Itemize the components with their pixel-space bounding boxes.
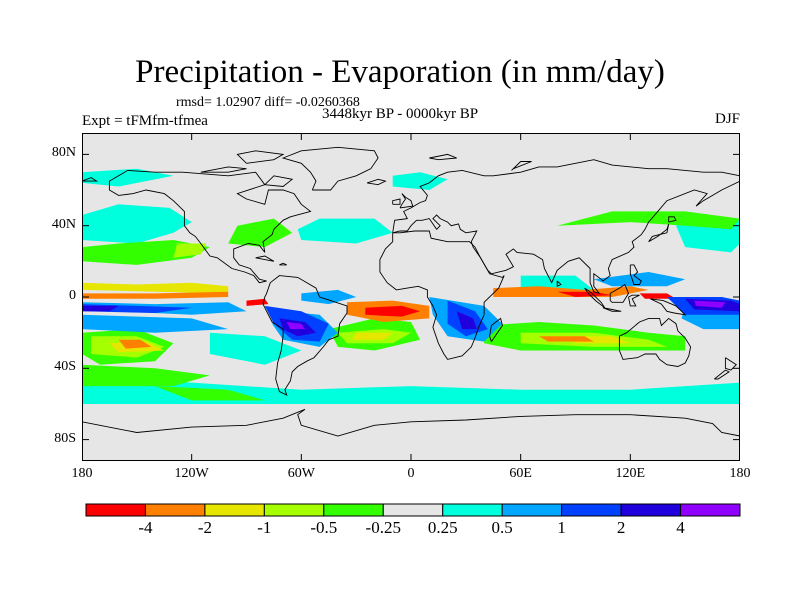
coastline-22	[556, 280, 562, 288]
x-tick-label: 60W	[287, 466, 315, 481]
colorbar-box-0	[85, 503, 146, 517]
colorbar-label: -1	[257, 518, 272, 537]
field-region-19	[173, 243, 207, 258]
stats-line: rmsd= 1.02907 diff= -0.0260368	[176, 95, 360, 110]
coastline-4	[618, 317, 692, 367]
field-region-27	[118, 339, 152, 349]
coastline-13	[714, 369, 730, 380]
coastline-27	[264, 175, 294, 187]
y-tick-label: 0	[69, 288, 76, 303]
field-region-28	[538, 336, 594, 342]
coastline-5	[281, 146, 379, 191]
coastline-6	[82, 408, 740, 437]
colorbar-box-6	[442, 503, 503, 517]
field-region-45	[456, 311, 477, 330]
colorbar-label: -2	[197, 518, 212, 537]
field-region-13	[82, 364, 210, 387]
x-tick-label: 60E	[509, 466, 532, 481]
coastline-19	[629, 264, 642, 285]
colorbar-box-10	[680, 503, 741, 517]
period-label: 3448kyr BP - 0000kyr BP	[322, 106, 479, 122]
coastline-1	[262, 275, 348, 396]
colorbar	[85, 503, 741, 517]
coastline-18	[650, 298, 687, 316]
coastline-20	[255, 255, 275, 262]
colorbar-box-1	[144, 503, 206, 517]
colorbar-label: 1	[557, 518, 566, 537]
field-region-7	[392, 172, 448, 190]
colorbar-box-2	[204, 503, 265, 517]
axis-ticks	[82, 133, 740, 461]
colorbar-box-9	[620, 503, 682, 517]
colorbar-box-7	[501, 503, 563, 517]
coastline-25	[200, 166, 247, 173]
field-region-0	[82, 204, 192, 244]
coastline-24	[82, 177, 99, 182]
coastline-11	[668, 216, 677, 223]
coastline-23	[366, 178, 387, 186]
y-tick-label: 80N	[51, 145, 76, 161]
coastline-29	[511, 161, 532, 171]
field-region-31	[639, 293, 676, 299]
coastline-26	[236, 150, 285, 164]
field-region-48	[694, 300, 726, 308]
field-region-4	[209, 332, 302, 365]
field-region-6	[82, 168, 174, 187]
experiment-label: Expt = tFMfm-tfmea	[82, 113, 208, 129]
colorbar-box-8	[561, 503, 622, 517]
field-region-49	[286, 322, 305, 330]
y-tick-label: 40N	[51, 216, 76, 232]
map-title: Precipitation - Evaporation (in mm/day)	[135, 54, 665, 90]
field-region-24	[82, 291, 229, 299]
colorbar-box-5	[382, 503, 444, 517]
coastline-10	[648, 223, 670, 243]
field-region-15	[155, 386, 265, 401]
field-region-1	[297, 218, 393, 244]
coastline-15	[602, 307, 622, 312]
coastline-7	[489, 317, 503, 342]
field-region-12	[228, 218, 293, 248]
field-region-39	[301, 289, 357, 305]
coastline-21	[279, 262, 287, 266]
world-map	[82, 133, 740, 461]
coastline-17	[628, 294, 640, 307]
map-frame	[82, 133, 740, 461]
colorbar-label: 0.25	[427, 518, 458, 537]
colorbar-label: 0.5	[491, 518, 513, 537]
y-tick-label: 40S	[54, 359, 76, 375]
coastline-3	[392, 159, 740, 295]
x-tick-label: 180	[729, 466, 751, 481]
x-tick-label: 120W	[174, 466, 209, 481]
season-label: DJF	[714, 111, 740, 127]
field-region-46	[82, 305, 119, 312]
colorbar-box-4	[323, 503, 384, 517]
x-tick-label: 0	[407, 466, 415, 481]
x-tick-label: 180	[71, 466, 93, 481]
coastline-9	[392, 198, 401, 205]
field-region-36	[82, 314, 229, 333]
coastline-8	[399, 193, 414, 209]
colorbar-label: 4	[676, 518, 685, 537]
colorbar-boxes	[85, 503, 741, 517]
field-region-23	[82, 282, 229, 294]
coastline-0	[108, 169, 312, 284]
field-region-29	[365, 305, 421, 317]
colorbar-label: -4	[138, 518, 153, 537]
coastlines	[82, 146, 740, 437]
coastline-16	[609, 283, 630, 303]
coastline-12	[724, 357, 738, 371]
colorbar-label: -0.5	[310, 518, 338, 537]
field-region-14	[557, 211, 740, 230]
coastline-2	[379, 230, 505, 360]
coastline-28	[429, 153, 457, 161]
colorbar-label: -0.25	[365, 518, 401, 537]
colorbar-label: 2	[616, 518, 626, 537]
y-tick-label: 80S	[54, 430, 76, 446]
field-region-21	[352, 332, 393, 340]
x-tick-label: 120E	[615, 466, 646, 481]
colorbar-box-3	[263, 503, 325, 517]
field-regions	[82, 168, 740, 404]
